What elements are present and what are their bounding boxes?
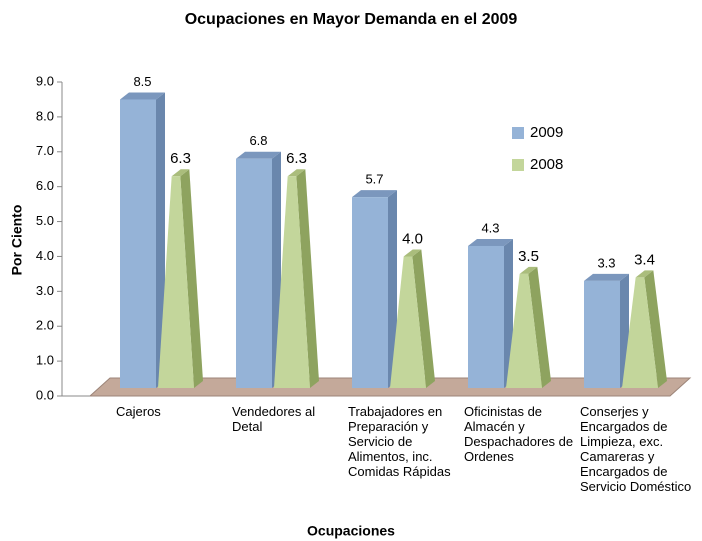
- pyramid-front: [158, 176, 194, 388]
- data-mark: [584, 273, 629, 388]
- bar-front: [120, 99, 156, 388]
- data-mark: [622, 270, 667, 388]
- bar-top: [236, 151, 281, 159]
- y-tick-label: 7.0: [36, 143, 54, 158]
- value-label: 5.7: [365, 172, 383, 187]
- y-axis-label: Por Ciento: [9, 205, 25, 276]
- value-label: 6.3: [286, 150, 307, 167]
- legend-label: 2009: [530, 124, 563, 141]
- bar-front: [352, 197, 388, 388]
- y-tick-label: 1.0: [36, 353, 54, 368]
- pyramid-front: [390, 256, 426, 388]
- pyramid-top: [171, 169, 190, 177]
- x-tick-label: Conserjes y Encargados de Limpieza, exc.…: [580, 404, 692, 494]
- y-tick-label: 5.0: [36, 213, 54, 228]
- value-label: 3.5: [518, 248, 539, 265]
- x-tick-label: Oficinistas de Almacén y Despachadores d…: [464, 404, 574, 464]
- bar-top: [120, 92, 165, 100]
- data-mark: [468, 238, 513, 388]
- bar-top: [584, 273, 629, 281]
- bar-top: [468, 238, 513, 246]
- legend-label: 2008: [530, 156, 563, 173]
- pyramid-front: [506, 273, 542, 388]
- data-mark: [158, 169, 203, 388]
- legend-swatch: [512, 127, 524, 139]
- x-tick-label: Trabajadores en Preparación y Servicio d…: [348, 404, 451, 479]
- y-tick-label: 0.0: [36, 387, 54, 402]
- data-mark: [120, 92, 165, 388]
- bar-front: [236, 158, 272, 388]
- bar-front: [468, 245, 504, 388]
- data-mark: [274, 169, 319, 388]
- data-mark: [352, 190, 397, 388]
- data-mark: [506, 266, 551, 388]
- chart-title: Ocupaciones en Mayor Demanda en el 2009: [185, 11, 518, 28]
- pyramid-side: [412, 249, 435, 388]
- bar-side: [156, 92, 165, 388]
- y-tick-label: 8.0: [36, 108, 54, 123]
- value-label: 6.8: [249, 133, 267, 148]
- pyramid-front: [274, 176, 310, 388]
- pyramid-side: [644, 270, 667, 388]
- bar-front: [584, 280, 620, 388]
- pyramid-front: [622, 277, 658, 388]
- data-mark: [390, 249, 435, 388]
- pyramid-top: [635, 270, 654, 278]
- y-tick-label: 4.0: [36, 248, 54, 263]
- pyramid-side: [180, 169, 203, 388]
- pyramid-top: [519, 266, 538, 274]
- pyramid-side: [296, 169, 319, 388]
- pyramid-top: [287, 169, 306, 177]
- data-mark: [236, 151, 281, 388]
- value-label: 6.3: [170, 150, 191, 167]
- legend-swatch: [512, 159, 524, 171]
- value-label: 4.0: [402, 230, 423, 247]
- x-tick-label: Cajeros: [116, 404, 161, 419]
- y-tick-label: 3.0: [36, 283, 54, 298]
- value-label: 3.3: [597, 255, 615, 270]
- y-tick-label: 2.0: [36, 318, 54, 333]
- y-tick-label: 9.0: [36, 73, 54, 88]
- bar-top: [352, 190, 397, 198]
- x-axis-label: Ocupaciones: [307, 523, 395, 539]
- value-label: 3.4: [634, 251, 655, 268]
- y-tick-label: 6.0: [36, 178, 54, 193]
- value-label: 4.3: [481, 220, 499, 235]
- x-tick-label: Vendedores al Detal: [232, 404, 316, 434]
- pyramid-side: [528, 266, 551, 388]
- pyramid-top: [403, 249, 422, 257]
- value-label: 8.5: [133, 74, 151, 89]
- bar-side: [388, 190, 397, 388]
